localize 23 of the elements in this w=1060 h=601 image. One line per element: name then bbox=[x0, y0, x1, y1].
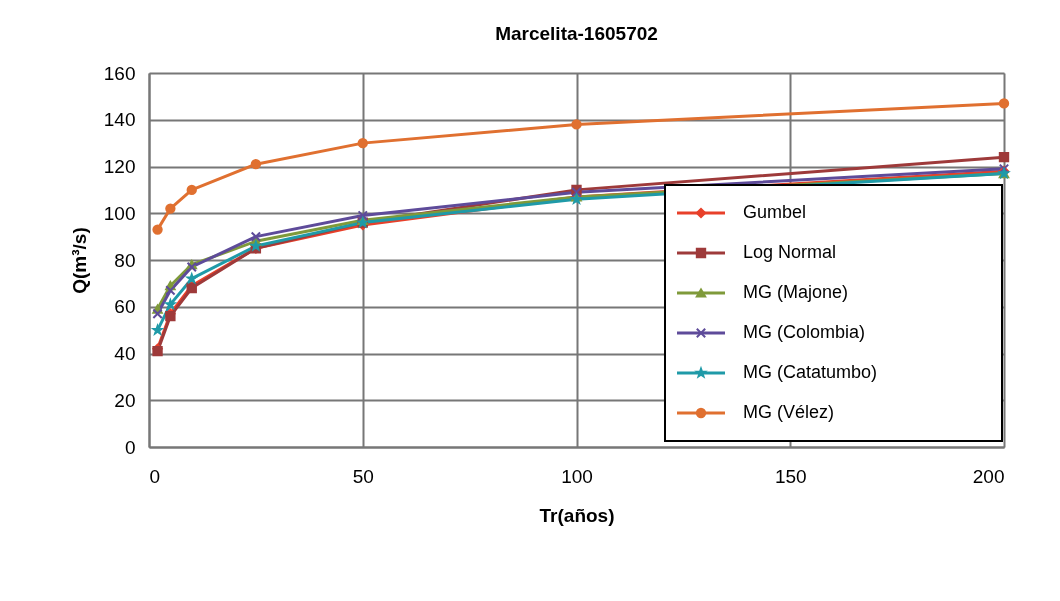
y-axis-title: Q(m³/s) bbox=[68, 227, 90, 294]
legend-label: MG (Majone) bbox=[743, 282, 849, 302]
y-tick-label: 0 bbox=[124, 436, 136, 458]
y-tick-label: 80 bbox=[114, 249, 136, 271]
x-tick-label: 150 bbox=[774, 465, 807, 487]
x-tick-label: 50 bbox=[352, 465, 374, 487]
legend-label: Gumbel bbox=[743, 202, 807, 222]
legend-label: MG (Catatumbo) bbox=[743, 362, 878, 382]
y-tick-label: 60 bbox=[114, 296, 136, 318]
y-tick-label: 100 bbox=[103, 202, 136, 224]
legend-label: MG (Colombia) bbox=[743, 322, 866, 342]
y-tick-label: 160 bbox=[103, 62, 136, 84]
y-tick-label: 120 bbox=[103, 156, 136, 177]
x-tick-label: 100 bbox=[561, 465, 593, 487]
x-tick-label: 200 bbox=[972, 465, 1005, 487]
y-tick-label: 140 bbox=[103, 109, 136, 131]
legend-label: MG (Vélez) bbox=[743, 402, 835, 422]
y-tick-label: 20 bbox=[114, 389, 136, 411]
x-axis-title: Tr(años) bbox=[539, 504, 615, 526]
legend-label: Log Normal bbox=[743, 242, 837, 262]
chart-title: Marcelita-1605702 bbox=[495, 23, 658, 44]
x-tick-label: 0 bbox=[149, 465, 161, 487]
y-tick-label: 40 bbox=[114, 343, 136, 364]
